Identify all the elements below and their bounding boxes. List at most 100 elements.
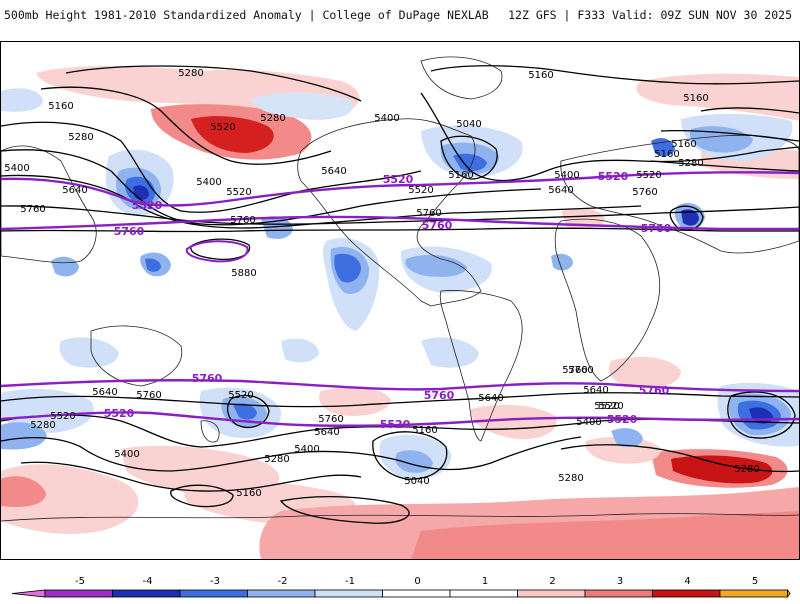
colorbar-segment bbox=[652, 589, 721, 598]
label-5400: 5400 bbox=[4, 163, 29, 174]
map-svg: 5280 5160 5160 5280 5520 5400 5160 5280 … bbox=[1, 56, 799, 559]
label-5280: 5280 bbox=[68, 132, 93, 143]
colorbar-legend: -5 -4 -3 -2 -1 0 1 2 3 4 5 bbox=[0, 570, 800, 600]
label-5280: 5280 bbox=[558, 473, 583, 484]
australia-outline bbox=[90, 325, 183, 387]
label-5520-purple: 5520 bbox=[132, 199, 163, 212]
label-5400: 5400 bbox=[554, 170, 579, 181]
header: 500mb Height 1981-2010 Standardized Anom… bbox=[0, 0, 800, 30]
label-5520-purple: 5520 bbox=[598, 170, 629, 183]
label-5280: 5280 bbox=[178, 68, 203, 79]
colorbar-tick-label: -1 bbox=[345, 576, 355, 587]
label-5520: 5520 bbox=[408, 185, 433, 196]
colorbar-tick-label: 2 bbox=[549, 576, 555, 587]
label-5160: 5160 bbox=[528, 70, 553, 81]
reference-contours bbox=[1, 171, 799, 427]
colorbar-min-arrow bbox=[11, 589, 46, 598]
label-5520: 5520 bbox=[594, 401, 619, 412]
label-5520: 5520 bbox=[636, 170, 661, 181]
colorbar-tick-label: -4 bbox=[143, 576, 153, 587]
label-5400: 5400 bbox=[294, 444, 319, 455]
contour-5760-north bbox=[1, 215, 799, 231]
colorbar-tick-label: 5 bbox=[752, 576, 758, 587]
colorbar-segment bbox=[719, 589, 788, 598]
label-5640: 5640 bbox=[548, 185, 573, 196]
colorbar-tick-label: -3 bbox=[210, 576, 220, 587]
label-5760: 5760 bbox=[568, 365, 593, 376]
label-5400: 5400 bbox=[196, 177, 221, 188]
label-5400: 5400 bbox=[374, 113, 399, 124]
colorbar: -5 -4 -3 -2 -1 0 1 2 3 4 5 bbox=[11, 576, 791, 599]
label-5280: 5280 bbox=[264, 454, 289, 465]
label-5160: 5160 bbox=[48, 101, 73, 112]
label-5040: 5040 bbox=[456, 119, 481, 130]
label-5760: 5760 bbox=[318, 414, 343, 425]
label-5160: 5160 bbox=[412, 425, 437, 436]
label-5520: 5520 bbox=[210, 122, 235, 133]
label-5640: 5640 bbox=[314, 427, 339, 438]
label-5160: 5160 bbox=[671, 139, 696, 150]
label-5520: 5520 bbox=[598, 401, 623, 412]
label-5640: 5640 bbox=[62, 185, 87, 196]
label-5280: 5280 bbox=[260, 113, 285, 124]
label-5760-purple: 5760 bbox=[639, 384, 670, 397]
colorbar-segment bbox=[247, 589, 316, 598]
label-5760: 5760 bbox=[20, 204, 45, 215]
label-5760: 5760 bbox=[230, 215, 255, 226]
label-5520: 5520 bbox=[228, 390, 253, 401]
contour-labels: 5280 5160 5160 5280 5520 5400 5160 5280 … bbox=[4, 68, 759, 499]
label-5760: 5760 bbox=[632, 187, 657, 198]
label-5640: 5640 bbox=[92, 387, 117, 398]
colorbar-segment bbox=[314, 589, 383, 598]
label-5760: 5760 bbox=[136, 390, 161, 401]
colorbar-tick-label: 1 bbox=[482, 576, 488, 587]
colorbar-segment bbox=[44, 589, 113, 598]
label-5280: 5280 bbox=[678, 158, 703, 169]
label-5520: 5520 bbox=[50, 411, 75, 422]
label-5640: 5640 bbox=[583, 385, 608, 396]
antarctica-outline bbox=[1, 513, 799, 522]
map-title: 500mb Height 1981-2010 Standardized Anom… bbox=[4, 8, 489, 22]
label-5400: 5400 bbox=[114, 449, 139, 460]
height-contours bbox=[1, 65, 799, 524]
label-5160: 5160 bbox=[683, 93, 708, 104]
colorbar-tick-label: -5 bbox=[75, 576, 85, 587]
label-5760-purple: 5760 bbox=[114, 225, 145, 238]
colorbar-max-arrow bbox=[787, 588, 791, 599]
label-5040: 5040 bbox=[404, 476, 429, 487]
north-america-outline bbox=[297, 118, 482, 307]
label-5160: 5160 bbox=[236, 488, 261, 499]
contour-5520-north bbox=[1, 171, 799, 207]
colorbar-tick-label: 0 bbox=[414, 576, 420, 587]
label-5760: 5760 bbox=[562, 365, 587, 376]
contour-5520-south bbox=[1, 411, 799, 427]
africa-outline bbox=[554, 218, 661, 382]
label-5520-purple: 5520 bbox=[383, 173, 414, 186]
colorbar-segment bbox=[179, 589, 248, 598]
greenland-outline bbox=[420, 56, 503, 100]
negative-anomaly-shading bbox=[1, 88, 799, 480]
colorbar-segment bbox=[584, 589, 653, 598]
label-5160: 5160 bbox=[448, 170, 473, 181]
model-run-info: 12Z GFS | F333 Valid: 09Z SUN NOV 30 202… bbox=[508, 8, 792, 22]
label-5640: 5640 bbox=[321, 166, 346, 177]
label-5880: 5880 bbox=[231, 268, 256, 279]
colorbar-segment bbox=[449, 589, 518, 598]
label-5760-purple: 5760 bbox=[192, 372, 223, 385]
new-zealand-outline bbox=[200, 420, 220, 443]
colorbar-tick-label: 3 bbox=[617, 576, 623, 587]
label-5760-purple: 5760 bbox=[424, 389, 455, 402]
colorbar-segment bbox=[112, 589, 181, 598]
label-5400: 5400 bbox=[576, 417, 601, 428]
label-5760-purple: 5760 bbox=[641, 222, 672, 235]
map-panel: 5280 5160 5160 5280 5520 5400 5160 5280 … bbox=[0, 41, 800, 560]
colorbar-segment bbox=[382, 589, 451, 598]
label-5520: 5520 bbox=[226, 187, 251, 198]
contour-5760-south bbox=[1, 379, 799, 393]
label-5760-purple: 5760 bbox=[422, 219, 453, 232]
colorbar-tick-label: -2 bbox=[278, 576, 288, 587]
colorbar-segment bbox=[517, 589, 586, 598]
south-america-outline bbox=[439, 290, 523, 442]
label-5520-purple: 5520 bbox=[104, 407, 135, 420]
label-5760: 5760 bbox=[416, 208, 441, 219]
